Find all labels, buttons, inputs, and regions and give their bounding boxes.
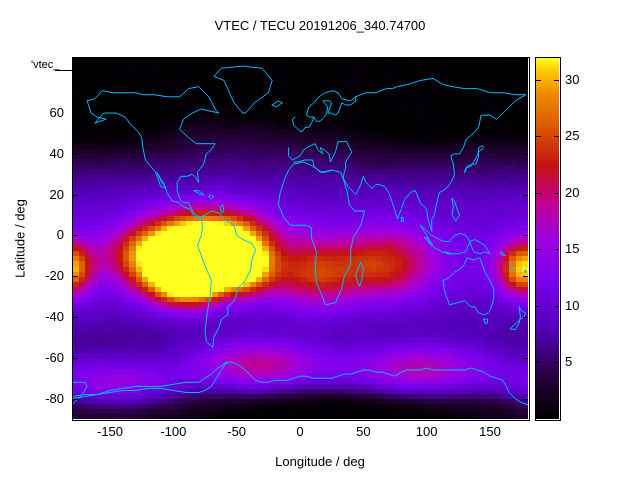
tick-mark: [554, 136, 559, 137]
tick-mark: [427, 414, 428, 419]
plot-key-label: 'vtec_: [31, 59, 60, 71]
tick-mark: [73, 235, 78, 236]
tick-mark: [536, 193, 541, 194]
tick-mark: [300, 58, 301, 63]
colorbar-tick-label: 15: [565, 241, 580, 257]
colorbar-tick-label: 10: [565, 297, 580, 313]
tick-mark: [536, 80, 541, 81]
y-tick-label: 20: [49, 186, 64, 202]
tick-mark: [73, 358, 78, 359]
tick-mark: [523, 276, 528, 277]
tick-mark: [237, 414, 238, 419]
tick-mark: [73, 276, 78, 277]
x-tick-label: -150: [96, 424, 124, 439]
tick-mark: [110, 414, 111, 419]
tick-mark: [536, 249, 541, 250]
x-axis-title: Longitude / deg: [275, 454, 365, 469]
vtec-heatmap: [72, 57, 528, 419]
x-tick-label: -50: [227, 424, 247, 439]
tick-mark: [554, 306, 559, 307]
y-tick-label: 60: [49, 105, 64, 121]
tick-mark: [523, 358, 528, 359]
tick-mark: [554, 249, 559, 250]
colorbar-tick-label: 5: [565, 354, 573, 370]
tick-mark: [73, 399, 78, 400]
tick-mark: [490, 58, 491, 63]
x-tick-label: 100: [415, 424, 438, 439]
tick-mark: [554, 80, 559, 81]
tick-mark: [536, 136, 541, 137]
y-tick-label: -20: [45, 268, 64, 284]
page-title: VTEC / TECU 20191206_340.74700: [214, 18, 426, 33]
x-tick-label: 50: [356, 424, 371, 439]
tick-mark: [237, 58, 238, 63]
tick-mark: [427, 58, 428, 63]
tick-mark: [523, 235, 528, 236]
tick-mark: [523, 195, 528, 196]
tick-mark: [523, 399, 528, 400]
tick-mark: [300, 414, 301, 419]
tick-mark: [536, 306, 541, 307]
tick-mark: [523, 113, 528, 114]
tick-mark: [73, 195, 78, 196]
tick-mark: [55, 70, 72, 71]
tick-mark: [523, 317, 528, 318]
tick-mark: [73, 113, 78, 114]
colorbar-tick-label: 20: [565, 184, 580, 200]
tick-mark: [173, 414, 174, 419]
colorbar-tick-label: 30: [565, 71, 580, 87]
tick-mark: [363, 58, 364, 63]
tick-mark: [363, 414, 364, 419]
colorbar-tick-label: 25: [565, 128, 580, 144]
tick-mark: [554, 193, 559, 194]
tick-mark: [536, 362, 541, 363]
x-tick-label: 150: [479, 424, 501, 439]
y-tick-label: -60: [45, 349, 64, 365]
y-tick-label: -80: [45, 390, 64, 406]
tick-mark: [173, 58, 174, 63]
tick-mark: [73, 317, 78, 318]
tick-mark: [110, 58, 111, 63]
tick-mark: [73, 154, 78, 155]
tick-mark: [523, 154, 528, 155]
tick-mark: [490, 414, 491, 419]
x-tick-label: -100: [160, 424, 187, 439]
colorbar: [535, 57, 559, 419]
y-tick-label: 0: [56, 227, 64, 243]
tick-mark: [554, 362, 559, 363]
x-tick-label: 0: [296, 424, 304, 439]
y-tick-label: -40: [45, 309, 64, 325]
y-tick-label: 40: [49, 145, 64, 161]
